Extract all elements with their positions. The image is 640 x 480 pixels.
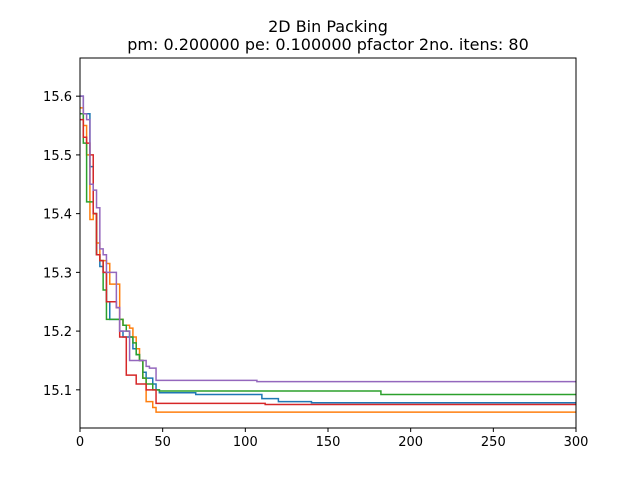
- series-line-3: [80, 113, 576, 396]
- y-tick-label: 15.4: [43, 208, 72, 223]
- x-tick-label: 200: [398, 435, 423, 450]
- plot-frame: [79, 57, 577, 429]
- axes-layer: 0 50 100 150 200 250 300 15.1 15.2 15.3 15.4 15.5 15…: [43, 57, 589, 450]
- y-tick-label: 15.6: [43, 90, 72, 105]
- series-line-4: [80, 118, 576, 406]
- series-line-1: [80, 95, 576, 404]
- x-tick-label: 250: [481, 435, 506, 450]
- series-layer: [80, 95, 576, 413]
- chart-title: 2D Bin Packing: [268, 17, 388, 36]
- y-tick-label: 15.3: [43, 266, 72, 281]
- y-tick-label: 15.1: [43, 384, 72, 399]
- x-tick-label: 300: [564, 435, 589, 450]
- series-line-2: [80, 107, 576, 413]
- series-line-5: [80, 95, 576, 383]
- x-tick-label: 150: [316, 435, 341, 450]
- chart-subtitle: pm: 0.200000 pe: 0.100000 pfactor 2no. i…: [127, 35, 529, 54]
- x-tick-label: 50: [154, 435, 171, 450]
- y-tick-label: 15.5: [43, 149, 72, 164]
- x-tick-label: 100: [233, 435, 258, 450]
- y-tick-label: 15.2: [43, 325, 72, 340]
- x-tick-label: 0: [76, 435, 84, 450]
